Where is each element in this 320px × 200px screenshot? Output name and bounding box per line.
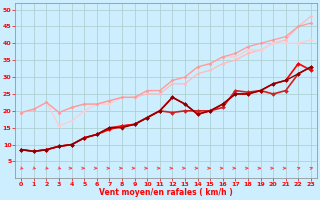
X-axis label: Vent moyen/en rafales ( km/h ): Vent moyen/en rafales ( km/h ): [99, 188, 233, 197]
